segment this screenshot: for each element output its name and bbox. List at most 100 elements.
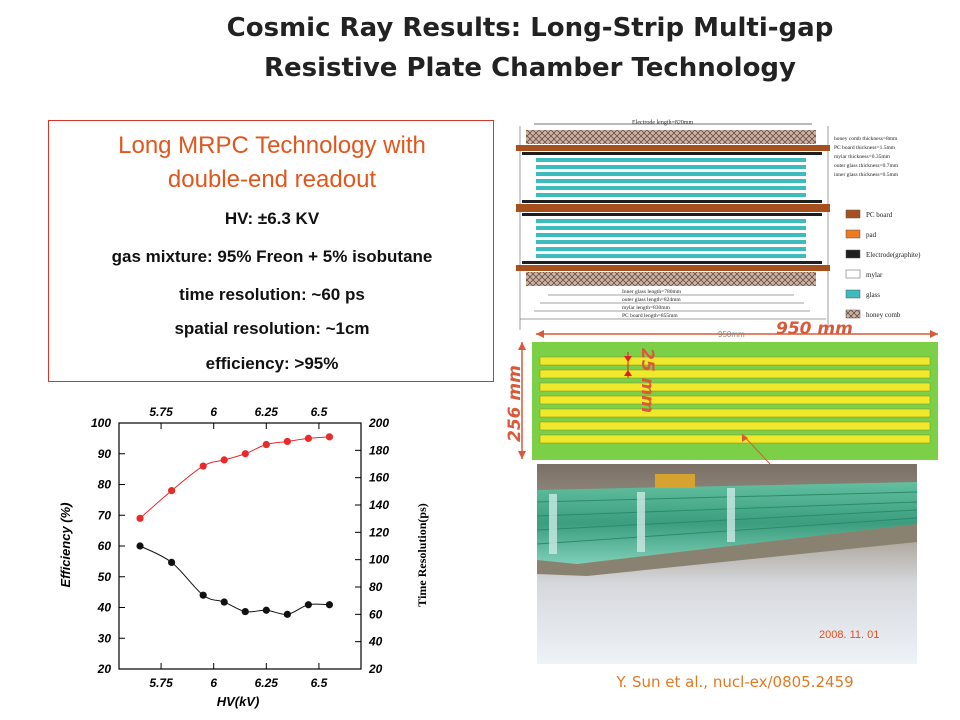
inner-glass-thickness-label: inner glass thickness=0.5mm [834,172,899,178]
length-label: 950 mm [776,319,853,339]
pc-board-bottom [516,265,830,271]
plot-frame [118,422,362,670]
y-tick-label: 30 [98,631,112,645]
y2-tick-label: 80 [369,580,383,594]
y2-tick-label: 120 [369,525,389,539]
y-tick-label: 90 [98,447,112,461]
inner-glass-length-label: Inner glass length=780mm [622,289,682,295]
summary-heading: Long MRPC Technology with double-end rea… [49,129,495,197]
x-tick-label-bottom: 6.25 [255,676,279,690]
spec-time-resolution: time resolution: ~60 ps [179,285,365,304]
legend-label-glass: glass [866,291,880,299]
legend-swatch-glass [845,289,861,299]
efficiency-chart: 5.75 6 6.25 6.5 5.75 6 6.25 6.5 100 90 80 70 60 50 4… [58,405,429,709]
y2-tick-label: 100 [369,553,389,567]
outer-glass-thickness-label: outer glass thickness=0.7mm [834,163,899,169]
honeycomb-layer-bottom [526,272,816,286]
chamber-cross-section: Electrode length=820mm Inner glass lengt… [516,120,921,330]
pc-board-thickness-label: PC board thickness=1.5mm [834,145,896,151]
legend-label-honeycomb: honey comb [866,311,901,319]
efficiency-point [304,434,312,442]
spec-spatial-resolution: spatial resolution: ~1cm [174,319,370,338]
y-ticks-left: 100 90 80 70 60 50 40 30 20 [91,416,125,676]
time-resolution-point [304,601,312,609]
time-resolution-point [199,591,207,599]
citation: Y. Sun et al., nucl-ex/0805.2459 [616,673,854,691]
pitch-label: 25 mm [637,348,657,413]
y2-tick-label: 160 [369,471,389,485]
slide-title-line1: Cosmic Ray Results: Long-Strip Multi-gap [226,13,834,43]
x-axis-label: HV(kV) [217,694,260,709]
y2-tick-label: 40 [368,635,383,649]
chamber-photo: 2008. 11. 01 [537,464,917,664]
y-tick-label: 70 [98,508,112,522]
summary-heading-line1: Long MRPC Technology with [118,132,426,159]
legend-label-pad: pad [866,231,877,239]
y2-axis-label: Time Resolution(ps) [415,503,429,606]
y-tick-label: 100 [91,416,111,430]
y-tick-label: 80 [98,478,112,492]
x-ticks-bottom: 5.75 6 6.25 6.5 [149,663,328,690]
electrode-top [522,152,822,155]
readout-strip-board: 950mm 950 mm 25 mm 256 mm [505,319,938,465]
pc-board-length-label: PC board length=855mm [622,313,678,319]
mylar-thickness-label: mylar thickness=0.35mm [834,154,891,160]
y-tick-label: 50 [98,570,112,584]
connector-tape [655,474,695,488]
series-layer [136,433,334,618]
x-tick-label-top: 6.25 [255,405,279,419]
x-tick-label-bottom: 6.5 [311,676,328,690]
legend-label-electrode: Electrode(graphite) [866,251,921,259]
summary-box: Long MRPC Technology with double-end rea… [48,120,494,382]
honeycomb-layer-top [526,130,816,144]
y-axis-label: Efficiency (%) [58,502,73,587]
time-resolution-point [241,608,249,616]
spec-gas-mixture: gas mixture: 95% Freon + 5% isobutane [111,247,433,266]
legend-swatch-pc-board [845,209,861,219]
x-tick-label-top: 6.5 [311,405,328,419]
pointer-line [741,433,771,465]
width-label: 256 mm [505,365,525,442]
outer-glass-length-label: outer glass length=824mm [622,297,681,303]
x-tick-label-bottom: 5.75 [149,676,173,690]
slide-title: Cosmic Ray Results: Long-Strip Multi-gap… [120,8,940,88]
spec-efficiency: efficiency: >95% [205,354,339,373]
y-ticks-right: 200 180 160 140 120 100 80 60 40 20 [355,416,389,676]
y2-tick-label: 20 [368,662,383,676]
time-resolution-point [262,606,270,614]
efficiency-point [283,437,291,446]
time-resolution-point [220,598,228,606]
slide-title-line2: Resistive Plate Chamber Technology [263,53,796,83]
y-tick-label: 60 [98,539,112,553]
y2-tick-label: 60 [369,607,383,621]
mylar-length-label: mylar length=830mm [622,305,671,311]
honeycomb-thickness-label: honey comb thickness=8mm [834,136,898,142]
pc-board-top [516,145,830,151]
spec-hv: HV: ±6.3 KV [224,209,320,228]
y2-tick-label: 140 [369,498,389,512]
efficiency-point [199,462,207,470]
small-length-label: 950mm [718,330,745,339]
time-resolution-point [168,558,176,566]
y2-tick-label: 200 [368,416,389,430]
legend-swatch-mylar [845,269,861,279]
legend-swatch-electrode [845,249,861,259]
legend-swatch-honeycomb [845,309,861,319]
electrode-length-label: Electrode length=820mm [632,120,694,126]
x-tick-label-bottom: 6 [210,676,217,690]
legend-label-pc-board: PC board [866,211,893,219]
time-resolution-point [325,601,334,609]
summary-heading-line2: double-end readout [167,166,377,193]
diagram-legend: PC board pad Electrode(graphite) mylar g… [845,209,921,319]
efficiency-point [220,456,228,464]
pc-board-middle [516,204,830,212]
efficiency-point [262,440,270,449]
legend-label-mylar: mylar [866,271,883,279]
efficiency-point [136,514,144,522]
x-tick-label-top: 5.75 [149,405,173,419]
x-ticks-top: 5.75 6 6.25 6.5 [149,405,328,429]
time-resolution-point [283,610,291,618]
y-tick-label: 40 [97,601,112,615]
efficiency-point [241,450,249,458]
y-tick-label: 20 [97,662,112,676]
